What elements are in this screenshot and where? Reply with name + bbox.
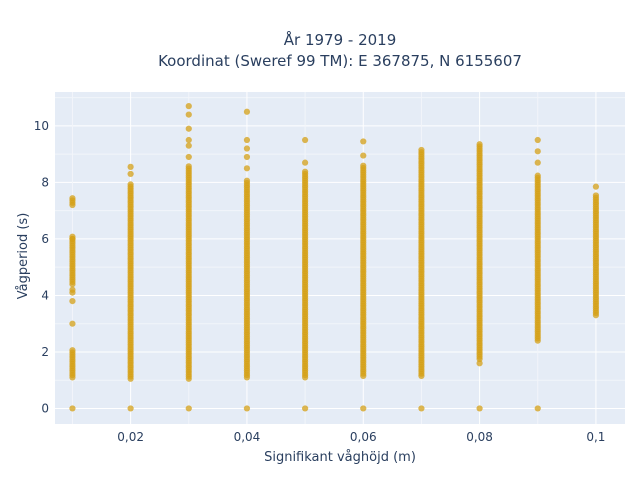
data-point	[185, 142, 192, 149]
data-point	[418, 146, 425, 154]
data-point	[476, 141, 483, 148]
data-point	[360, 152, 367, 159]
data-point	[243, 405, 251, 412]
data-point	[69, 405, 76, 412]
data-point	[476, 405, 483, 412]
x-tick-label: 0,04	[234, 430, 261, 444]
y-tick-label: 6	[41, 232, 49, 246]
data-point	[69, 235, 76, 243]
plot-background	[55, 92, 625, 424]
data-point	[185, 153, 192, 161]
data-point	[243, 165, 251, 172]
data-point	[302, 168, 309, 175]
ticks-layer: 0 2 4 6 8 10 0,02 0,04 0,06 0,08 0,1	[34, 119, 606, 444]
chart-title-line-2: Koordinat (Sweref 99 TM): E 367875, N 61…	[158, 52, 522, 70]
points-layer	[69, 103, 600, 412]
data-point	[127, 405, 134, 412]
data-point	[243, 153, 251, 161]
y-tick-label: 8	[41, 175, 49, 189]
x-tick-label: 0,02	[117, 430, 144, 444]
data-point	[534, 159, 541, 166]
data-point	[592, 192, 600, 199]
data-point	[69, 297, 76, 305]
data-point	[185, 103, 192, 110]
data-point	[127, 170, 134, 178]
data-point	[69, 320, 76, 327]
data-point	[69, 195, 76, 202]
data-point	[69, 286, 76, 293]
data-point	[243, 108, 251, 115]
data-point	[302, 159, 309, 166]
data-point	[360, 162, 367, 169]
data-point	[243, 145, 251, 152]
data-point	[534, 136, 541, 144]
y-tick-label: 4	[41, 288, 49, 302]
data-point	[592, 183, 600, 190]
data-point	[185, 136, 192, 144]
chart-title-line-1: År 1979 - 2019	[284, 30, 397, 49]
y-tick-label: 10	[34, 119, 49, 133]
data-point	[360, 138, 367, 145]
x-tick-label: 0,06	[350, 430, 377, 444]
data-point	[534, 405, 541, 412]
data-point	[418, 405, 425, 412]
data-point	[69, 347, 76, 354]
data-point	[243, 136, 251, 144]
data-point	[534, 172, 541, 179]
data-point	[302, 405, 309, 412]
x-axis-title: Signifikant våghöjd (m)	[264, 450, 416, 465]
data-point	[360, 405, 367, 412]
y-tick-label: 2	[41, 345, 49, 359]
data-point	[185, 111, 192, 118]
x-tick-label: 0,08	[466, 430, 493, 444]
x-tick-label: 0,1	[586, 430, 605, 444]
data-point	[534, 148, 541, 155]
data-point	[127, 163, 134, 170]
data-point	[185, 125, 192, 132]
data-point	[476, 360, 483, 367]
data-point	[302, 136, 309, 144]
data-point	[127, 181, 134, 188]
y-axis-title: Vågperiod (s)	[16, 213, 31, 300]
data-point	[185, 405, 192, 412]
data-point	[243, 177, 251, 184]
data-point	[185, 163, 192, 170]
y-tick-label: 0	[41, 401, 49, 415]
